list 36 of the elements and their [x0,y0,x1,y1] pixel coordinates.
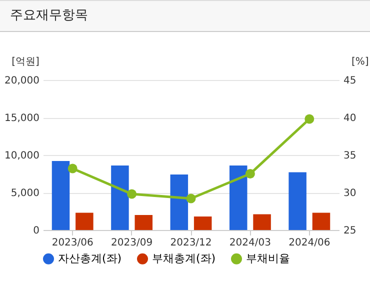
bar [52,161,70,230]
bar [194,216,212,230]
bar [134,215,153,230]
y-tick-label: 10,000 [4,150,40,162]
legend-label: 부채총계(좌) [152,252,216,265]
y2-tick-label: 30 [344,188,356,199]
bar [288,172,306,230]
point [68,164,78,174]
y-axis-title: [억원] [12,56,40,68]
y-tick-label: 15,000 [4,113,40,124]
chart-title: 주요재무항목 [0,0,370,32]
bar [312,212,330,230]
y-tick-label: 5,000 [10,188,40,199]
point [127,189,137,199]
x-tick-label: 2023/09 [111,238,153,248]
bar [76,212,94,230]
legend-label: 자산총계(좌) [58,252,122,265]
bar [253,214,271,230]
y-tick-label: 20,000 [4,76,40,86]
y2-tick-label: 35 [344,150,356,162]
legend-label: 부채비율 [246,252,290,265]
x-tick-label: 2023/12 [170,238,212,248]
bar [229,166,248,230]
bar [111,166,129,230]
y2-axis-title: [%] [352,56,369,68]
y2-tick-label: 45 [344,76,356,86]
x-tick-label: 2023/06 [52,238,94,248]
point [304,114,314,124]
y2-tick-label: 40 [344,113,356,124]
point [186,194,196,204]
bar [170,174,188,230]
x-tick-label: 2024/03 [229,238,271,248]
y2-tick-label: 25 [344,226,356,236]
y-tick-label: 0 [33,226,40,236]
x-tick-label: 2024/06 [288,238,330,248]
point [245,169,255,178]
